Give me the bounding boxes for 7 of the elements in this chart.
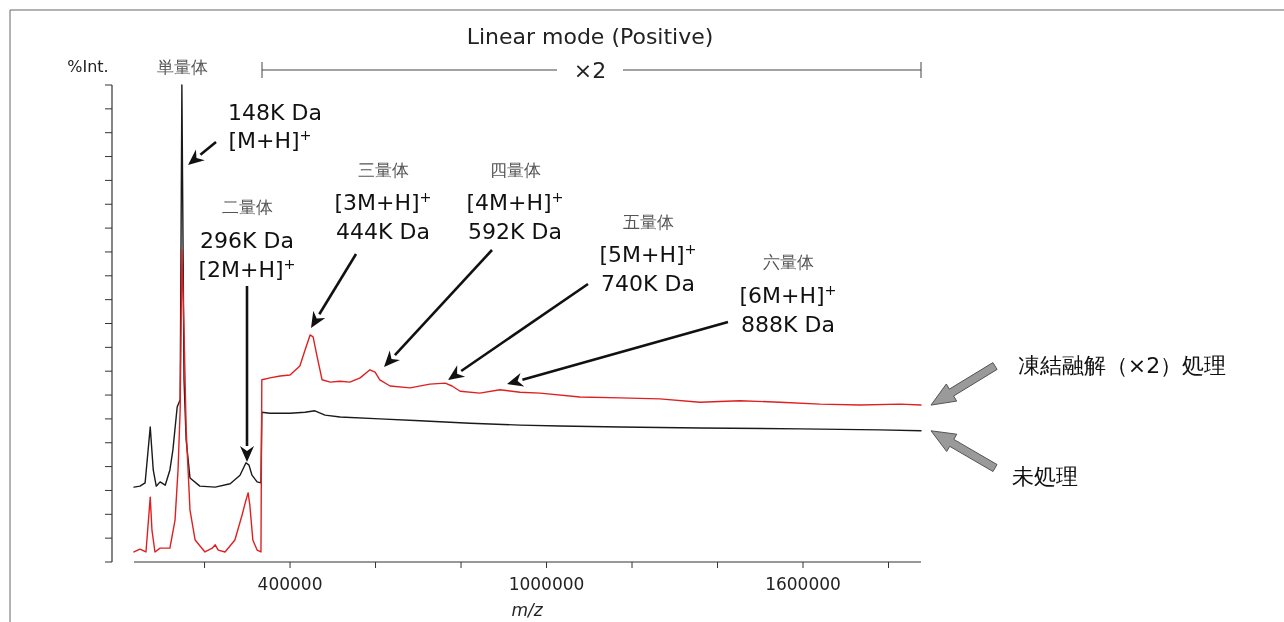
- x-tick-label: 1000000: [508, 574, 585, 594]
- annotation: ×2: [573, 58, 607, 83]
- ylabel: %Int.: [67, 57, 109, 76]
- xlabel: m/z: [511, 600, 543, 620]
- title: Linear mode (Positive): [466, 24, 714, 49]
- x-tick-label: 400000: [257, 574, 323, 594]
- x-tick-label: 1600000: [765, 574, 841, 594]
